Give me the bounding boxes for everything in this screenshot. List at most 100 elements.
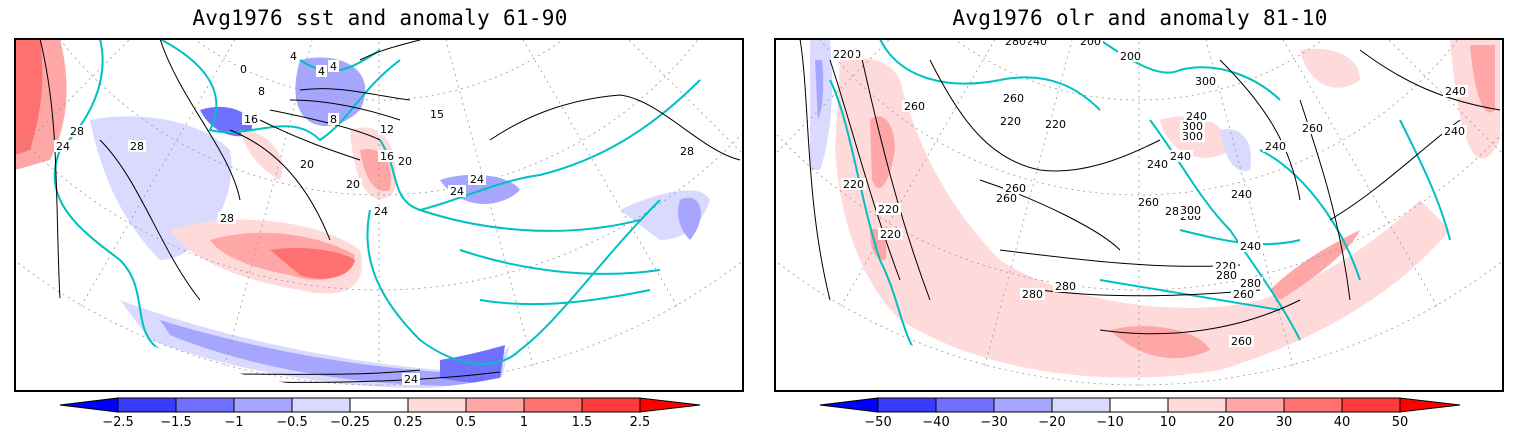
contour-line <box>979 179 1121 251</box>
sst-chart-title: Avg1976 sst and anomaly 61-90 <box>192 6 568 30</box>
contour-label: 260 <box>1005 182 1026 195</box>
contour-label-bg <box>1145 158 1170 170</box>
contour-label-bg <box>1238 277 1263 289</box>
contour-label: 8 <box>330 113 337 126</box>
contour-label-bg <box>328 60 339 72</box>
map-frame <box>14 38 744 392</box>
colorbar-box <box>993 397 1053 413</box>
contour-label: 240 <box>1445 85 1466 98</box>
contour-label-bg <box>1214 269 1239 281</box>
colorbar-box <box>175 397 235 413</box>
contour-line <box>289 99 401 121</box>
colorbar-tick-label: 2.5 <box>630 415 651 430</box>
contour-label: 28 <box>70 125 84 138</box>
contour-label-bg <box>378 123 396 135</box>
contour-label: 220 <box>878 203 899 216</box>
coastline <box>366 199 661 365</box>
coastline <box>459 249 661 275</box>
colorbar-tick-label: −2.5 <box>102 415 134 430</box>
contour-label: 240 <box>1170 150 1191 163</box>
colorbar-tick-label: −40 <box>922 415 949 430</box>
contour-label: 260 <box>1302 122 1323 135</box>
contour-line <box>39 39 61 301</box>
colorbar-tick-label: −1 <box>224 415 243 430</box>
colorbar-box <box>233 397 293 413</box>
contour-label: 260 <box>1231 335 1252 348</box>
hemisphere-disk: 2002002002002202202202202202202202402402… <box>775 39 1503 390</box>
coastline <box>1399 119 1451 241</box>
contour-label: 280 <box>1240 277 1261 290</box>
coastline <box>53 39 161 351</box>
contour-label: 28 <box>220 212 234 225</box>
contour-label-bg <box>378 150 396 162</box>
contour-label: 4 <box>318 65 325 78</box>
contour-label: 240 <box>1240 240 1261 253</box>
colorbar-arrow-high <box>1399 397 1461 413</box>
contour-label: 24 <box>374 205 388 218</box>
contour-label-bg <box>1003 39 1028 47</box>
contour-label: 15 <box>430 108 444 121</box>
contour-label-bg <box>344 178 362 190</box>
contour-label: 300 <box>1182 130 1203 143</box>
contour-label: 0 <box>240 63 247 76</box>
anomaly-patch <box>1470 45 1495 113</box>
contour-label: 260 <box>996 192 1017 205</box>
olr-chart-title: Avg1976 olr and anomaly 81-10 <box>952 6 1328 30</box>
anomaly-patch <box>1300 48 1360 88</box>
contour-label-bg <box>1043 118 1068 130</box>
contour-label-bg <box>402 373 420 385</box>
contour-line <box>1099 299 1301 335</box>
colorbar-box <box>1109 397 1169 413</box>
contour-label-bg <box>1078 39 1103 47</box>
contour-line <box>1359 49 1501 111</box>
contour-label-bg <box>1442 125 1467 137</box>
contour-label-bg <box>1443 85 1468 97</box>
contour-label: 260 <box>1233 288 1254 301</box>
ocean-background <box>15 39 743 390</box>
contour-label: 220 <box>880 228 901 241</box>
contour-label: 300 <box>1195 75 1216 88</box>
map-frame <box>774 38 1504 392</box>
colorbar: −50 −40 −30 −20 −10 10 20 30 40 50 <box>819 397 1461 430</box>
contour-label: 220 <box>833 48 854 61</box>
colorbar-tick-label: −0.25 <box>330 415 370 430</box>
anomaly-patch <box>270 248 355 279</box>
contour-label-bg <box>1001 92 1026 104</box>
contour-label: 16 <box>380 150 394 163</box>
contour-label-bg <box>1020 288 1045 300</box>
contour-label-bg <box>1118 50 1143 62</box>
contour-label-bg <box>468 173 486 185</box>
colorbar-box <box>935 397 995 413</box>
olr-panel: Avg1976 olr and anomaly 81-10 200 200 200 2… <box>760 0 1520 430</box>
contour-line <box>999 249 1241 267</box>
contour-label-bg <box>1136 196 1161 208</box>
contour-label: 12 <box>380 123 394 136</box>
contour-label-bg <box>1053 280 1078 292</box>
contour-line <box>229 129 331 241</box>
contour-line <box>929 59 1161 172</box>
longitude-line <box>197 39 380 390</box>
colorbar-box <box>1341 397 1401 413</box>
coastline <box>299 49 381 72</box>
colorbar-box <box>1225 397 1285 413</box>
contour-label-bg <box>841 178 866 190</box>
colorbar-box <box>1051 397 1111 413</box>
contour-label-bg <box>316 65 327 77</box>
colorbar-arrow-high <box>639 397 701 413</box>
contour-label-bg <box>372 205 390 217</box>
colorbar-tick-label: −10 <box>1096 415 1123 430</box>
contour-label: 260 <box>1138 196 1159 209</box>
contour-label: 220 <box>843 178 864 191</box>
contour-label: 20 <box>398 155 412 168</box>
contour-label: 260 <box>1003 92 1024 105</box>
contour-label: 240 <box>1444 125 1465 138</box>
contour-label: 28 <box>130 140 144 153</box>
anomaly-patch <box>1270 230 1360 300</box>
colorbar-box <box>581 397 641 413</box>
contour-line <box>159 39 241 201</box>
anomaly-patch <box>835 58 1450 378</box>
contour-line <box>99 139 201 301</box>
contour-label: 220 <box>1045 118 1066 131</box>
colorbar-box <box>117 397 177 413</box>
